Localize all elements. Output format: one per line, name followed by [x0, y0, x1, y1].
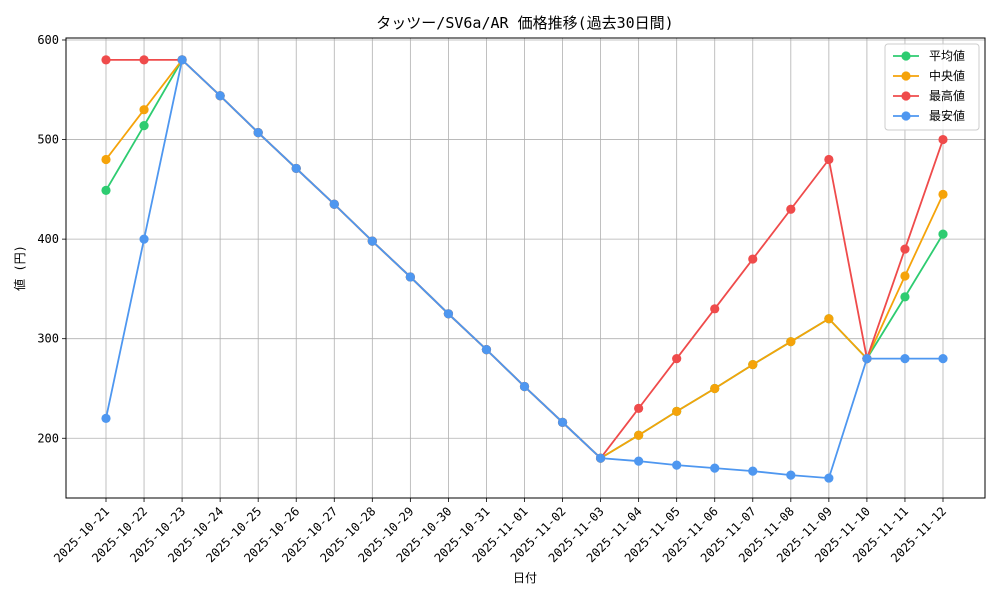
axis-ticks: 2025-10-212025-10-222025-10-232025-10-24… [37, 33, 949, 565]
data-point [748, 359, 758, 370]
data-point [557, 417, 568, 427]
data-point [405, 272, 415, 282]
legend-marker [901, 111, 911, 121]
data-point [710, 304, 720, 314]
data-point [101, 55, 111, 65]
data-point [139, 105, 149, 115]
data-point [786, 470, 796, 480]
data-point [824, 473, 834, 483]
legend-label: 最高値 [929, 88, 965, 103]
data-point [672, 406, 682, 416]
y-tick-label: 200 [37, 431, 59, 445]
series-4 [101, 55, 948, 483]
y-tick-label: 300 [37, 332, 59, 346]
grid [66, 38, 985, 498]
data-point [748, 254, 758, 264]
legend-marker [901, 51, 911, 61]
y-axis-label: 値 (円) [12, 245, 27, 291]
data-point [634, 430, 644, 440]
data-point [139, 234, 149, 244]
data-point [900, 354, 910, 364]
y-tick-label: 400 [37, 232, 59, 246]
data-point [139, 121, 149, 131]
data-point [938, 189, 948, 199]
data-point [291, 163, 301, 174]
data-point [595, 453, 606, 463]
data-point [101, 185, 111, 195]
data-point [824, 314, 834, 324]
data-point [101, 413, 111, 423]
data-point [443, 309, 454, 319]
data-point [139, 55, 149, 65]
data-point [481, 345, 492, 355]
legend-marker [901, 71, 911, 81]
data-point [786, 337, 796, 347]
data-point [177, 55, 187, 65]
y-tick-label: 600 [37, 33, 59, 47]
legend-label: 中央値 [929, 68, 965, 83]
y-tick-label: 500 [37, 133, 59, 147]
data-point [215, 91, 225, 101]
chart-title: タッツー/SV6a/AR 価格推移(過去30日間) [376, 14, 673, 32]
data-point [253, 127, 263, 138]
data-point [938, 229, 948, 239]
data-point [824, 154, 834, 165]
data-point [101, 154, 111, 165]
data-point [367, 236, 377, 246]
data-point [862, 354, 872, 364]
data-point [672, 354, 682, 364]
data-point [710, 463, 720, 473]
legend-label: 平均値 [929, 48, 965, 63]
data-point [786, 204, 796, 214]
data-point [634, 456, 644, 466]
data-point [634, 403, 644, 413]
data-point [748, 466, 758, 476]
data-point [900, 271, 910, 281]
legend-box [884, 43, 980, 131]
x-axis-label: 日付 [513, 571, 537, 585]
data-point [900, 244, 910, 254]
data-point [938, 134, 948, 145]
legend-marker [901, 91, 911, 101]
data-point [710, 383, 720, 394]
data-point [938, 354, 948, 364]
data-point [519, 381, 530, 392]
data-point [672, 460, 682, 470]
data-point [900, 292, 910, 302]
legend-label: 最安値 [929, 108, 965, 123]
data-point [329, 199, 339, 209]
series-layer [101, 55, 948, 483]
plot-area [65, 37, 986, 499]
